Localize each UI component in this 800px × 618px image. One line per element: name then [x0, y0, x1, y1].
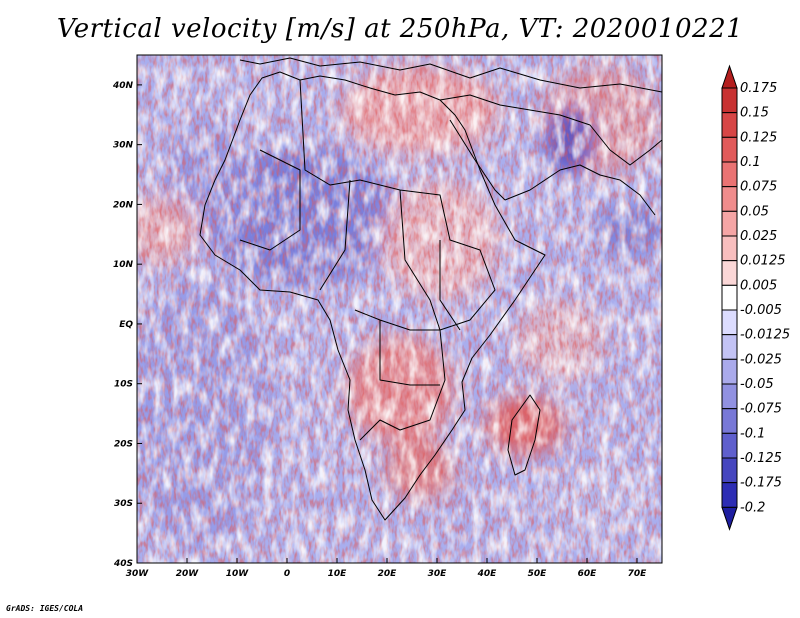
- x-tick-label: 10E: [328, 569, 348, 579]
- colorbar-label: 0.175: [740, 81, 777, 96]
- y-tick-label: 10S: [114, 380, 133, 390]
- x-axis: 30W 20W 10W 0 10E 20E 30E 40E 50E 60E 70E: [126, 558, 647, 579]
- y-tick-label: 40N: [112, 81, 134, 91]
- colorbar-segment: [721, 260, 738, 286]
- y-tick-label: 30N: [113, 141, 134, 151]
- colorbar-label: -0.025: [740, 352, 782, 367]
- y-tick-label: 30S: [114, 499, 133, 509]
- colorbar-bottom-arrow: [721, 506, 738, 531]
- x-tick-label: 40E: [477, 569, 498, 579]
- map-frame: [136, 54, 663, 564]
- colorbar-segment: [721, 186, 738, 212]
- africa-coast: [199, 71, 546, 521]
- colorbar: 0.175 0.15 0.125 0.1 0.075 0.05 0.025 0.0125 0.0…: [721, 64, 790, 531]
- colorbar-segment: [721, 87, 738, 114]
- y-axis: 40N 30N 20N 10N EQ 10S 20S 30S 40S: [112, 81, 142, 569]
- colorbar-label: -0.1: [740, 426, 765, 441]
- x-tick-label: 70E: [628, 569, 648, 579]
- colorbar-segment: [721, 457, 738, 484]
- x-tick-label: 30W: [126, 569, 150, 579]
- map-title: Vertical velocity [m/s] at 250hPa, VT: 2…: [56, 14, 744, 44]
- red-sea: [449, 119, 506, 201]
- colorbar-label: -0.05: [740, 377, 774, 392]
- colorbar-label: -0.075: [740, 402, 782, 417]
- colorbar-segment: [721, 482, 738, 508]
- x-tick-label: 20W: [176, 569, 200, 579]
- colorbar-label: 0.15: [740, 106, 769, 121]
- colorbar-label: 0.005: [740, 278, 777, 293]
- colorbar-segment: [721, 309, 738, 336]
- colorbar-label: -0.0125: [740, 328, 790, 343]
- colorbar-segment: [721, 358, 738, 385]
- colorbar-top-arrow: [721, 64, 738, 89]
- colorbar-label: 0.05: [740, 204, 769, 219]
- grads-credit: GrADS: IGES/COLA: [6, 604, 84, 613]
- colorbar-label: -0.005: [740, 303, 782, 318]
- madagascar-coast: [507, 394, 541, 476]
- colorbar-label: 0.1: [740, 155, 761, 170]
- colorbar-segment: [721, 334, 738, 360]
- colorbar-segment: [721, 408, 738, 434]
- colorbar-segment: [721, 284, 738, 311]
- asia-coast: [439, 94, 662, 166]
- colorbar-segment: [721, 210, 738, 237]
- colorbar-segment: [721, 383, 738, 410]
- x-tick-label: 20E: [378, 569, 398, 579]
- y-tick-label: EQ: [119, 320, 133, 330]
- velocity-field: [137, 55, 662, 563]
- x-tick-label: 60E: [578, 569, 598, 579]
- coastlines: [199, 57, 662, 521]
- arabia-coast: [504, 164, 656, 216]
- colorbar-segment: [721, 136, 738, 163]
- x-tick-label: 30E: [428, 569, 448, 579]
- x-tick-label: 50E: [528, 569, 548, 579]
- x-tick-label: 0: [284, 569, 290, 579]
- colorbar-label: 0.025: [740, 229, 777, 244]
- country-borders: [239, 79, 496, 441]
- x-tick-label: 10W: [226, 569, 250, 579]
- colorbar-segment: [721, 112, 738, 138]
- colorbar-label: -0.125: [740, 451, 782, 466]
- colorbar-segment: [721, 161, 738, 188]
- y-tick-label: 40S: [113, 559, 133, 569]
- colorbar-label: -0.2: [740, 500, 765, 515]
- y-tick-label: 10N: [113, 260, 134, 270]
- y-tick-label: 20N: [113, 200, 134, 210]
- colorbar-segment: [721, 432, 738, 459]
- colorbar-label: 0.0125: [740, 254, 786, 269]
- field-streaks: [137, 55, 662, 563]
- colorbar-label: -0.175: [740, 476, 782, 491]
- colorbar-segment: [721, 235, 738, 262]
- y-tick-label: 20S: [114, 439, 133, 449]
- colorbar-label: 0.125: [740, 130, 777, 145]
- europe-coast: [239, 57, 662, 93]
- colorbar-label: 0.075: [740, 180, 777, 195]
